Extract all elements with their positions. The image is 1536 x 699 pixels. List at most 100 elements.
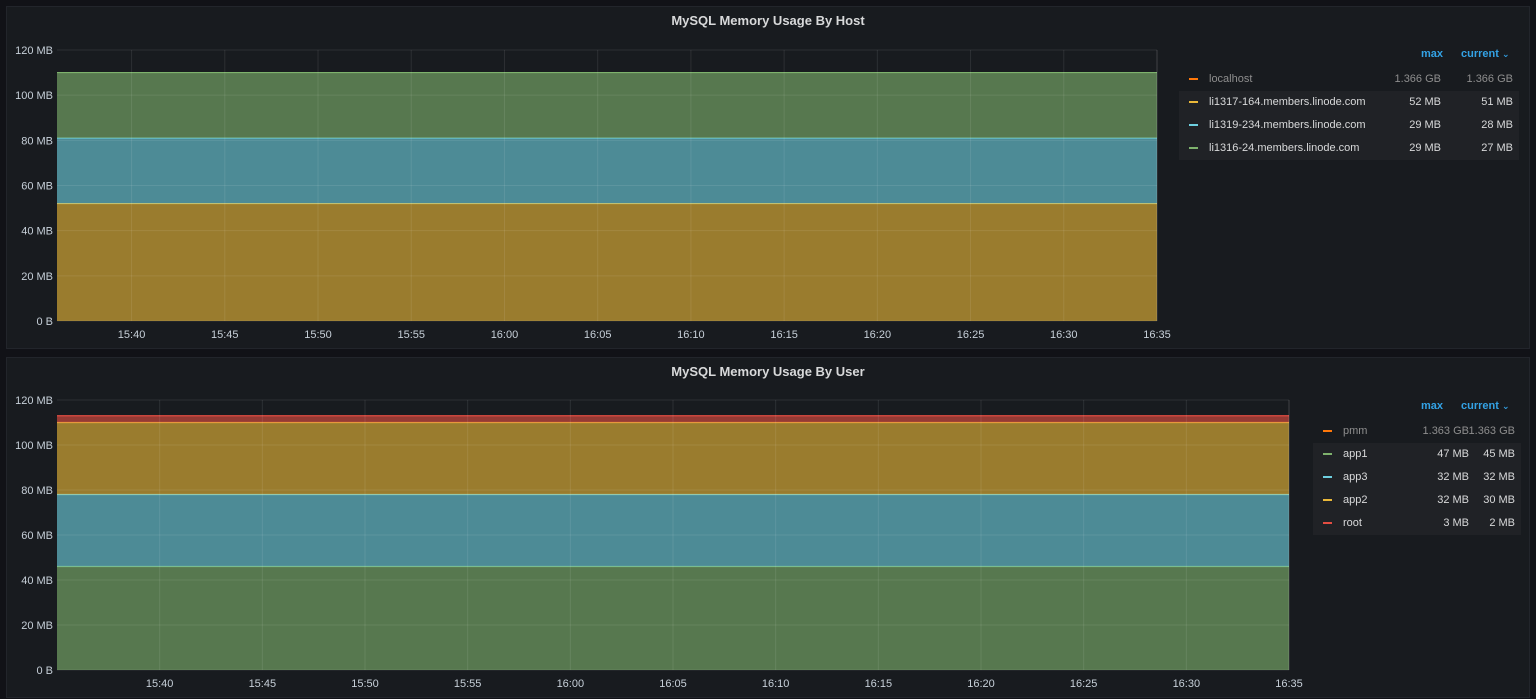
x-tick-label: 16:30	[1050, 329, 1078, 341]
legend-header: max current ⌄	[1179, 48, 1519, 68]
legend-max-value: 32 MB	[1437, 471, 1469, 483]
legend-current-header[interactable]: current ⌄	[1461, 48, 1510, 60]
legend-current-header[interactable]: current ⌄	[1461, 400, 1510, 412]
panel-title[interactable]: MySQL Memory Usage By User	[671, 364, 865, 379]
x-tick-label: 15:40	[146, 678, 174, 690]
legend-series-name[interactable]: app1	[1343, 448, 1368, 460]
legend-current-value: 30 MB	[1483, 494, 1515, 506]
legend-max-value: 47 MB	[1437, 448, 1469, 460]
y-tick-label: 20 MB	[21, 620, 53, 632]
area-li1319-234	[57, 138, 1157, 204]
x-tick-label: 16:05	[584, 329, 612, 341]
x-tick-label: 15:50	[304, 329, 332, 341]
x-tick-label: 16:25	[957, 329, 985, 341]
legend-series-name[interactable]: li1317-164.members.linode.com	[1209, 96, 1366, 108]
legend-swatch[interactable]	[1323, 522, 1332, 524]
legend-current-value: 2 MB	[1489, 517, 1515, 529]
x-tick-label: 16:00	[491, 329, 519, 341]
legend-item[interactable]: app3 32 MB 32 MB	[1313, 466, 1521, 489]
legend-item[interactable]: li1317-164.members.linode.com 52 MB 51 MB	[1179, 91, 1519, 114]
legend-item[interactable]: app1 47 MB 45 MB	[1313, 443, 1521, 466]
y-tick-label: 100 MB	[15, 440, 53, 452]
legend-max-header[interactable]: max	[1421, 400, 1444, 412]
legend-current-value: 28 MB	[1481, 119, 1513, 131]
x-tick-label: 15:45	[211, 329, 239, 341]
legend-max-header[interactable]: max	[1421, 48, 1444, 60]
x-tick-label: 15:50	[351, 678, 379, 690]
y-tick-label: 40 MB	[21, 575, 53, 587]
legend-series-name[interactable]: app2	[1343, 494, 1368, 506]
x-tick-label: 16:00	[557, 678, 585, 690]
legend-item[interactable]: li1316-24.members.linode.com 29 MB 27 MB	[1179, 137, 1519, 160]
legend: max current ⌄ pmm 1.363 GB 1.363 GB app1 47 …	[1313, 400, 1521, 535]
legend-swatch[interactable]	[1323, 430, 1332, 432]
legend-item[interactable]: app2 32 MB 30 MB	[1313, 489, 1521, 512]
panel-memory-by-host: MySQL Memory Usage By Host 0 B 20 MB 40 MB…	[6, 6, 1530, 349]
legend-series-name[interactable]: app3	[1343, 471, 1368, 483]
legend-max-value: 52 MB	[1409, 96, 1441, 108]
legend-max-value: 29 MB	[1409, 142, 1441, 154]
legend-current-value: 51 MB	[1481, 96, 1513, 108]
legend-max-value: 32 MB	[1437, 494, 1469, 506]
legend-swatch[interactable]	[1189, 101, 1198, 103]
area-app1	[57, 566, 1289, 670]
legend-header: max current ⌄	[1313, 400, 1521, 420]
x-tick-label: 16:15	[865, 678, 893, 690]
legend-swatch[interactable]	[1323, 476, 1332, 478]
legend-max-value: 1.363 GB	[1422, 425, 1469, 437]
x-tick-label: 16:10	[677, 329, 705, 341]
legend-current-value: 27 MB	[1481, 142, 1513, 154]
legend-series-name[interactable]: li1319-234.members.linode.com	[1209, 119, 1366, 131]
legend-item[interactable]: root 3 MB 2 MB	[1313, 512, 1521, 535]
legend-series-name[interactable]: pmm	[1343, 425, 1368, 437]
x-tick-label: 16:05	[659, 678, 687, 690]
panel-memory-by-user: MySQL Memory Usage By User 0 B 20 MB 40 MB…	[6, 357, 1530, 698]
chart-memory-by-user[interactable]: 0 B 20 MB 40 MB 60 MB 80 MB 100 MB 120 MB 15:40…	[7, 358, 1307, 699]
x-tick-label: 16:20	[967, 678, 995, 690]
x-tick-label: 15:40	[118, 329, 146, 341]
y-tick-label: 0 B	[36, 316, 53, 328]
chart-memory-by-host[interactable]: 0 B 20 MB 40 MB 60 MB 80 MB 100 MB 120 MB 15:40…	[7, 7, 1182, 350]
x-tick-label: 16:20	[864, 329, 892, 341]
legend-max-value: 1.366 GB	[1394, 73, 1441, 85]
area-li1317-164	[57, 203, 1157, 321]
y-tick-label: 20 MB	[21, 271, 53, 283]
area-root	[57, 415, 1289, 423]
y-tick-label: 80 MB	[21, 135, 53, 147]
legend-swatch[interactable]	[1323, 453, 1332, 455]
panel-title[interactable]: MySQL Memory Usage By Host	[671, 13, 865, 28]
legend-series-name[interactable]: root	[1343, 517, 1362, 529]
x-tick-label: 15:55	[397, 329, 425, 341]
legend-current-label: current	[1461, 400, 1499, 412]
legend-swatch[interactable]	[1323, 499, 1332, 501]
legend-item[interactable]: localhost 1.366 GB 1.366 GB	[1179, 68, 1519, 91]
legend-item[interactable]: pmm 1.363 GB 1.363 GB	[1313, 420, 1521, 443]
x-tick-label: 16:35	[1275, 678, 1303, 690]
y-tick-label: 120 MB	[15, 395, 53, 407]
legend-swatch[interactable]	[1189, 124, 1198, 126]
legend-series-name[interactable]: localhost	[1209, 73, 1253, 85]
chevron-down-icon: ⌄	[1501, 401, 1510, 411]
area-app3	[57, 494, 1289, 567]
legend-current-value: 1.363 GB	[1468, 425, 1515, 437]
y-tick-label: 60 MB	[21, 530, 53, 542]
legend-current-value: 45 MB	[1483, 448, 1515, 460]
legend-swatch[interactable]	[1189, 147, 1198, 149]
y-tick-label: 100 MB	[15, 90, 53, 102]
x-tick-label: 16:15	[770, 329, 798, 341]
y-tick-label: 80 MB	[21, 485, 53, 497]
legend-item[interactable]: li1319-234.members.linode.com 29 MB 28 MB	[1179, 114, 1519, 137]
x-tick-label: 16:35	[1143, 329, 1171, 341]
legend-swatch[interactable]	[1189, 78, 1198, 80]
legend-series-name[interactable]: li1316-24.members.linode.com	[1209, 142, 1360, 154]
legend-max-value: 29 MB	[1409, 119, 1441, 131]
y-tick-label: 40 MB	[21, 226, 53, 238]
y-tick-label: 120 MB	[15, 45, 53, 57]
legend-current-value: 32 MB	[1483, 471, 1515, 483]
chevron-down-icon: ⌄	[1501, 49, 1510, 59]
legend-current-value: 1.366 GB	[1466, 73, 1513, 85]
area-app2	[57, 422, 1289, 495]
x-tick-label: 16:10	[762, 678, 790, 690]
legend-current-label: current	[1461, 48, 1499, 60]
legend: max current ⌄ localhost 1.366 GB 1.366 GB l…	[1179, 48, 1519, 160]
